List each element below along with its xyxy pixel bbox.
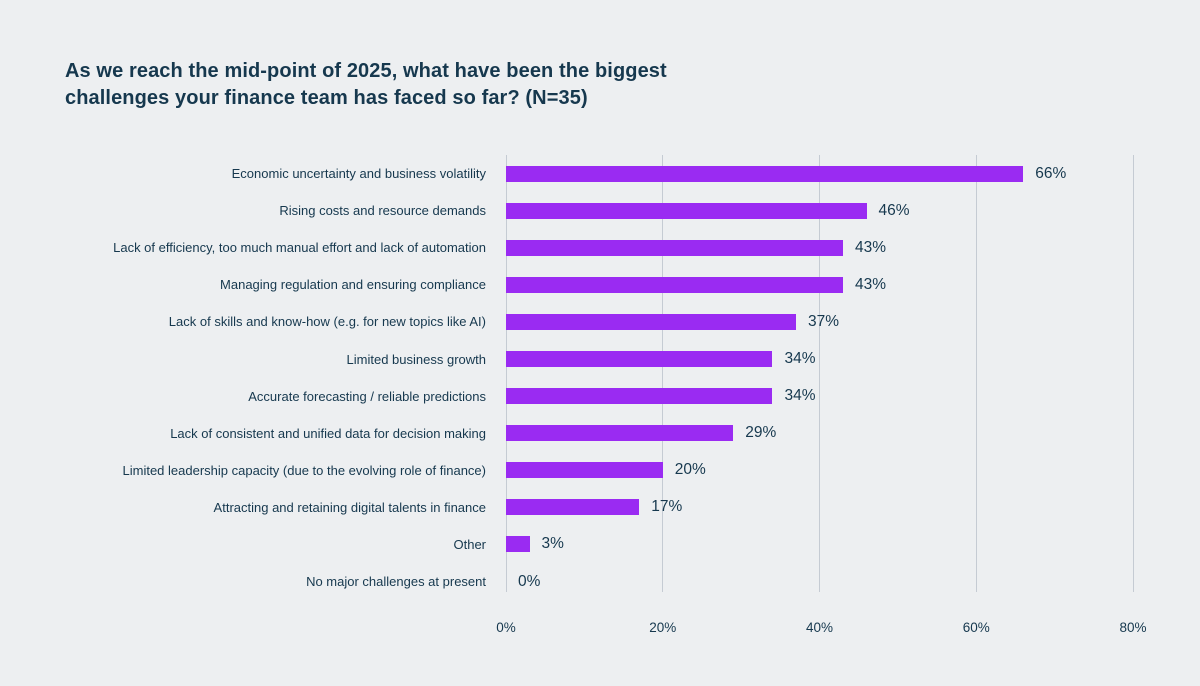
x-axis-tick-label: 20% <box>649 620 677 635</box>
gridline <box>662 155 664 592</box>
value-label: 3% <box>541 535 564 553</box>
category-label: Limited business growth <box>346 351 486 367</box>
bar-row: Lack of efficiency, too much manual effo… <box>0 229 1200 266</box>
x-axis-tick-label: 40% <box>805 620 834 635</box>
bar-track: 29% <box>506 415 1133 452</box>
gridline <box>505 155 507 592</box>
value-label: 37% <box>807 312 840 330</box>
gridline <box>1132 155 1134 592</box>
bar-track: 3% <box>506 526 1133 563</box>
category-label: Limited leadership capacity (due to the … <box>122 462 487 478</box>
bar-track: 37% <box>506 303 1133 340</box>
bar <box>506 202 867 219</box>
category-label: Managing regulation and ensuring complia… <box>220 277 486 293</box>
category-label: Lack of skills and know-how (e.g. for ne… <box>168 314 486 330</box>
bar-row: Economic uncertainty and business volati… <box>0 155 1200 192</box>
gridline <box>819 155 820 592</box>
x-axis: 0% 20% 40% 60% 80% <box>0 619 1200 637</box>
bar-row: No major challenges at present 0% <box>0 563 1200 600</box>
category-label: Attracting and retaining digital talents… <box>213 499 486 515</box>
chart-title: As we reach the mid-point of 2025, what … <box>65 60 667 109</box>
bar <box>506 536 530 553</box>
bar-track: 20% <box>506 452 1133 489</box>
x-axis-tick-label: 0% <box>496 620 516 635</box>
bar-row: Rising costs and resource demands 46% <box>0 192 1200 229</box>
value-label: 29% <box>745 424 777 442</box>
value-label: 46% <box>878 201 910 219</box>
category-label: Economic uncertainty and business volati… <box>231 166 486 182</box>
bar-track: 66% <box>506 155 1133 192</box>
value-label: 20% <box>674 461 706 479</box>
value-label: 17% <box>651 498 683 516</box>
bar <box>506 499 640 516</box>
value-label: 66% <box>1035 164 1067 182</box>
bar-row: Accurate forecasting / reliable predicti… <box>0 378 1200 415</box>
bar-row: Limited leadership capacity (due to the … <box>0 452 1200 489</box>
bar <box>506 313 796 330</box>
bar-row: Lack of consistent and unified data for … <box>0 415 1200 452</box>
bar-row: Limited business growth 34% <box>0 340 1200 377</box>
category-label: Other <box>453 536 486 552</box>
bar-row: Other 3% <box>0 526 1200 563</box>
value-label: 0% <box>518 572 541 590</box>
bar <box>506 165 1024 182</box>
value-label: 34% <box>784 387 816 405</box>
category-label: No major challenges at present <box>306 574 486 590</box>
category-label: Lack of efficiency, too much manual effo… <box>113 240 486 256</box>
bar-track: 17% <box>506 489 1133 526</box>
bar <box>506 425 734 442</box>
bar <box>506 462 663 479</box>
bar <box>506 239 843 256</box>
bar <box>506 388 773 405</box>
value-label: 43% <box>855 238 887 256</box>
bar-track: 34% <box>506 378 1133 415</box>
value-label: 43% <box>855 275 887 293</box>
category-label: Lack of consistent and unified data for … <box>170 425 486 441</box>
bar-row: Attracting and retaining digital talents… <box>0 489 1200 526</box>
gridlines <box>505 155 1134 592</box>
bar-track: 43% <box>506 266 1133 303</box>
bar-track: 46% <box>506 192 1133 229</box>
bar-rows: Economic uncertainty and business volati… <box>0 155 1200 600</box>
x-axis-tick-label: 60% <box>962 620 990 635</box>
bar <box>506 276 843 293</box>
x-axis-tick-label: 80% <box>1119 620 1147 635</box>
bar-track: 0% <box>506 563 1133 600</box>
category-label: Rising costs and resource demands <box>279 203 486 219</box>
value-label: 34% <box>784 350 816 368</box>
bar <box>506 351 773 368</box>
bar-track: 34% <box>506 340 1133 377</box>
bar-track: 43% <box>506 229 1133 266</box>
gridline <box>975 155 977 592</box>
bar-row: Managing regulation and ensuring complia… <box>0 266 1200 303</box>
bar-row: Lack of skills and know-how (e.g. for ne… <box>0 303 1200 340</box>
category-label: Accurate forecasting / reliable predicti… <box>248 388 486 404</box>
